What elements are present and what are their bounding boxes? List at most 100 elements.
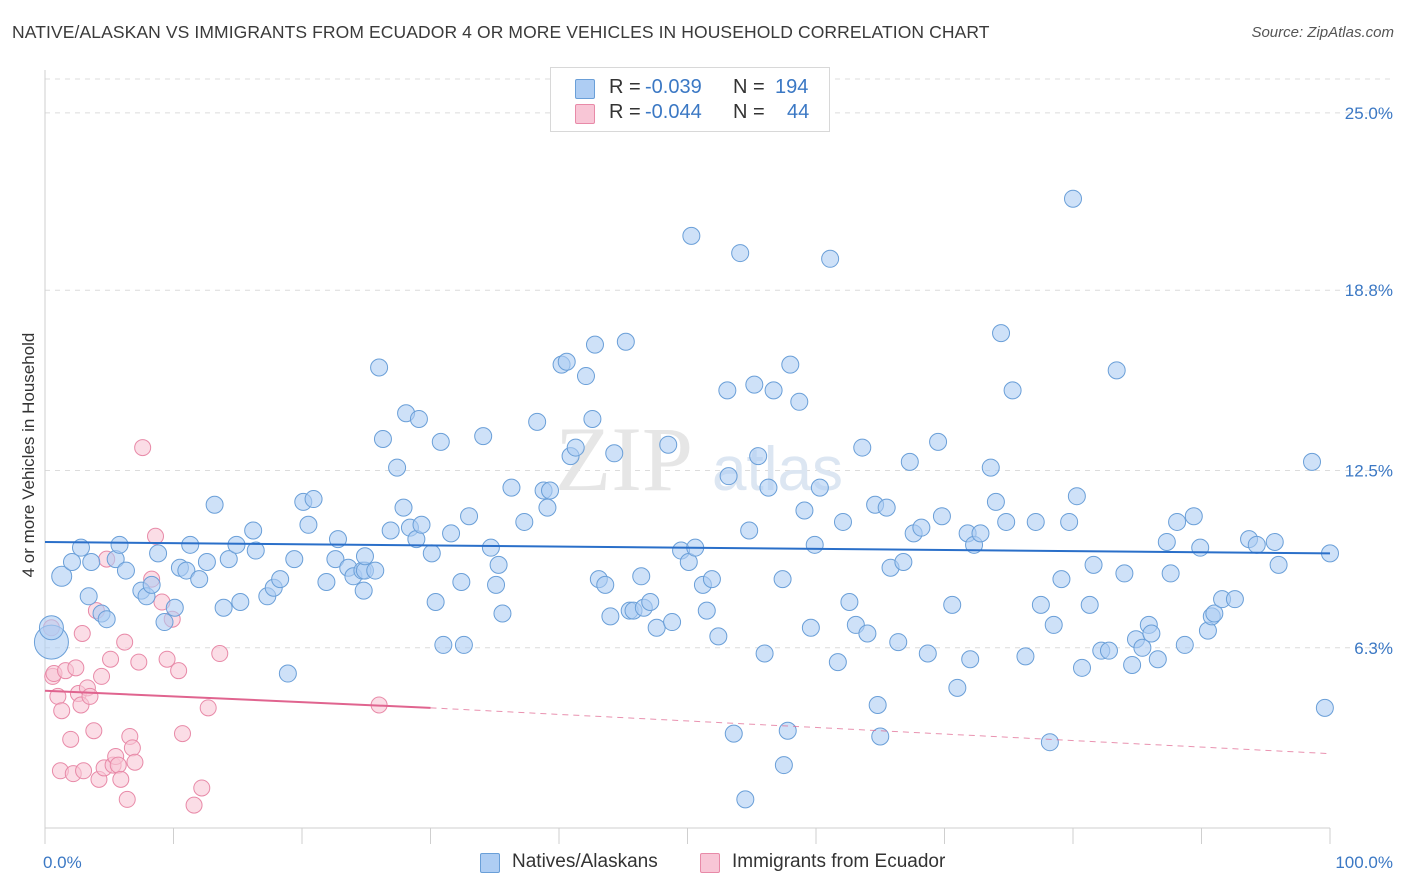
data-point-natives <box>1269 555 1288 574</box>
data-point-natives <box>755 644 774 663</box>
data-point-natives <box>697 601 716 620</box>
data-point-natives <box>778 721 797 740</box>
data-point-natives <box>566 438 585 457</box>
data-point-ecuador <box>123 739 141 757</box>
data-point-natives <box>986 492 1005 511</box>
data-point-natives <box>719 467 738 486</box>
data-point-natives <box>740 521 759 540</box>
data-point-ecuador <box>211 645 229 663</box>
data-point-natives <box>795 501 814 520</box>
y-tick-label: 18.8% <box>1345 281 1393 300</box>
data-point-natives <box>736 790 755 809</box>
data-point-natives <box>426 593 445 612</box>
data-point-ecuador <box>75 762 93 780</box>
data-point-natives <box>1265 532 1284 551</box>
r-value: -0.039 <box>645 76 702 98</box>
data-point-natives <box>442 524 461 543</box>
data-point-natives <box>326 550 345 569</box>
data-point-natives <box>948 678 967 697</box>
data-point-natives <box>1175 635 1194 654</box>
data-point-natives <box>718 381 737 400</box>
data-point-natives <box>299 515 318 534</box>
data-point-natives <box>781 355 800 374</box>
stats-legend: R = -0.039 N = 194 R = -0.044 N = 44 <box>550 67 830 132</box>
data-point-natives <box>381 521 400 540</box>
data-point-ecuador <box>53 702 71 720</box>
data-point-natives <box>877 498 896 517</box>
data-point-natives <box>38 615 64 641</box>
data-point-natives <box>810 478 829 497</box>
data-point-ecuador <box>116 633 134 651</box>
data-point-natives <box>801 618 820 637</box>
data-point-natives <box>271 570 290 589</box>
data-point-natives <box>219 550 238 569</box>
data-point-ecuador <box>112 770 130 788</box>
data-point-natives <box>805 535 824 554</box>
data-point-natives <box>1168 512 1187 531</box>
data-point-natives <box>912 518 931 537</box>
data-point-ecuador <box>199 699 217 717</box>
data-point-natives <box>889 633 908 652</box>
axes <box>44 70 1331 844</box>
data-point-natives <box>731 244 750 263</box>
natives-swatch <box>575 79 595 99</box>
data-point-natives <box>528 412 547 431</box>
data-point-natives <box>971 524 990 543</box>
data-point-natives <box>759 478 778 497</box>
data-point-natives <box>190 570 209 589</box>
data-point-natives <box>557 352 576 371</box>
data-point-natives <box>1225 590 1244 609</box>
data-point-natives <box>149 544 168 563</box>
data-point-natives <box>481 538 500 557</box>
ecuador-legend-swatch <box>700 853 720 873</box>
data-point-natives <box>641 593 660 612</box>
data-point-natives <box>231 593 250 612</box>
data-point-natives <box>409 409 428 428</box>
data-point-natives <box>197 552 216 571</box>
data-point-natives <box>412 515 431 534</box>
n-label: N = <box>733 76 765 98</box>
data-point-natives <box>1247 535 1266 554</box>
ecuador-swatch <box>575 104 595 124</box>
data-point-natives <box>1157 532 1176 551</box>
data-point-natives <box>79 587 98 606</box>
data-point-natives <box>764 381 783 400</box>
data-point-natives <box>155 613 174 632</box>
data-point-natives <box>1303 452 1322 471</box>
data-point-natives <box>790 392 809 411</box>
source-label: Source: ZipAtlas.com <box>1251 24 1394 41</box>
data-point-natives <box>702 570 721 589</box>
ecuador-points <box>42 439 388 814</box>
trend-lines <box>44 540 1331 755</box>
trend-line-ecuador <box>44 689 431 709</box>
data-point-natives <box>585 335 604 354</box>
n-value: 44 <box>787 101 810 123</box>
data-point-ecuador <box>67 659 85 677</box>
data-point-natives <box>943 595 962 614</box>
data-point-ecuador <box>62 730 80 748</box>
data-point-ecuador <box>126 753 144 771</box>
x-tick-label: 0.0% <box>43 853 82 872</box>
data-point-natives <box>541 481 560 500</box>
data-point-natives <box>1148 650 1167 669</box>
data-point-natives <box>355 547 374 566</box>
data-point-ecuador <box>85 722 103 740</box>
data-point-natives <box>1099 641 1118 660</box>
data-point-natives <box>1315 698 1334 717</box>
data-point-natives <box>165 598 184 617</box>
trend-line-natives <box>44 540 1331 555</box>
data-point-ecuador <box>102 650 120 668</box>
data-point-natives <box>366 561 385 580</box>
data-point-natives <box>489 555 508 574</box>
data-point-natives <box>487 575 506 594</box>
data-point-natives <box>821 249 840 268</box>
data-point-natives <box>828 653 847 672</box>
data-point-natives <box>502 478 521 497</box>
data-point-natives <box>110 535 129 554</box>
data-point-natives <box>51 565 73 587</box>
data-point-natives <box>1040 733 1059 752</box>
data-point-natives <box>1184 507 1203 526</box>
ecuador-legend-label: Immigrants from Ecuador <box>732 851 946 872</box>
data-point-natives <box>285 550 304 569</box>
data-point-natives <box>422 544 441 563</box>
